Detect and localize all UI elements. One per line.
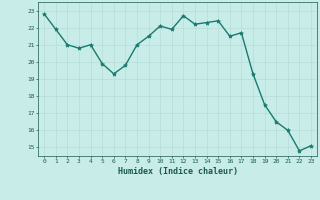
X-axis label: Humidex (Indice chaleur): Humidex (Indice chaleur)	[118, 167, 238, 176]
